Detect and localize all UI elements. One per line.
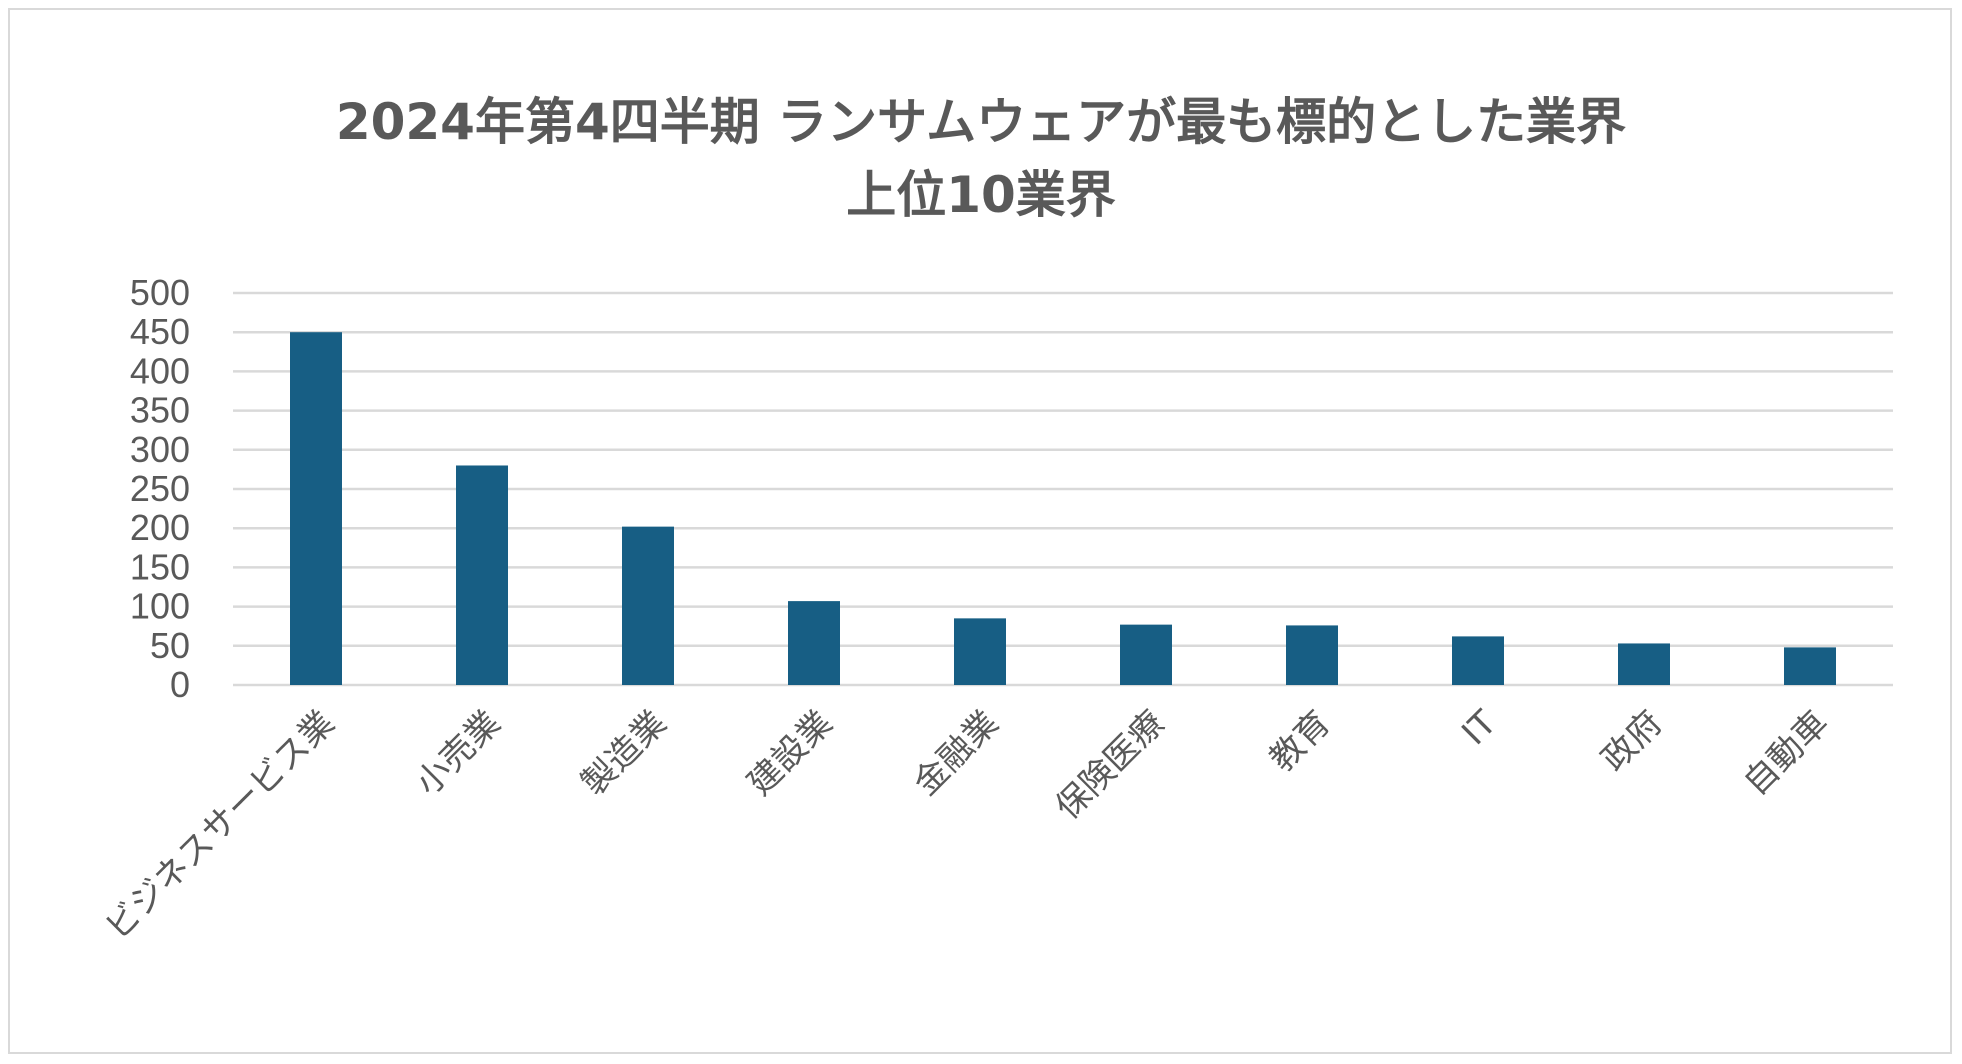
y-tick-label: 500 — [130, 272, 190, 313]
y-tick-label: 200 — [130, 507, 190, 548]
y-tick-label: 300 — [130, 429, 190, 470]
x-tick-label: 自動車 — [1736, 703, 1836, 803]
bar — [1452, 636, 1504, 685]
y-tick-label: 150 — [130, 546, 190, 587]
y-tick-label: 0 — [170, 664, 190, 705]
x-tick-label: 製造業 — [574, 703, 674, 803]
x-tick-label: 教育 — [1262, 703, 1338, 779]
x-tick-label: ビジネスサービス業 — [98, 703, 343, 948]
y-tick-label: 400 — [130, 350, 190, 391]
bar — [622, 526, 674, 685]
bar — [290, 332, 342, 685]
x-tick-label: 政府 — [1594, 703, 1670, 779]
y-tick-label: 250 — [130, 468, 190, 509]
x-tick-label: 保険医療 — [1048, 703, 1172, 827]
chart-title-line-2: 上位10業界 — [846, 166, 1116, 224]
bar — [1120, 624, 1172, 685]
x-tick-label: 建設業 — [740, 703, 840, 803]
bar — [1618, 643, 1670, 685]
y-tick-label: 50 — [150, 625, 190, 666]
bar — [456, 465, 508, 685]
x-tick-label: 小売業 — [408, 703, 508, 803]
chart-title-line-1: 2024年第4四半期 ランサムウェアが最も標的とした業界 — [335, 93, 1627, 151]
bar — [788, 601, 840, 685]
y-tick-label: 350 — [130, 390, 190, 431]
bar — [954, 618, 1006, 685]
x-tick-label: 金融業 — [906, 703, 1006, 803]
bar — [1286, 625, 1338, 685]
y-tick-label: 450 — [130, 311, 190, 352]
bar — [1784, 647, 1836, 685]
x-tick-label: IT — [1454, 703, 1504, 753]
y-tick-label: 100 — [130, 586, 190, 627]
